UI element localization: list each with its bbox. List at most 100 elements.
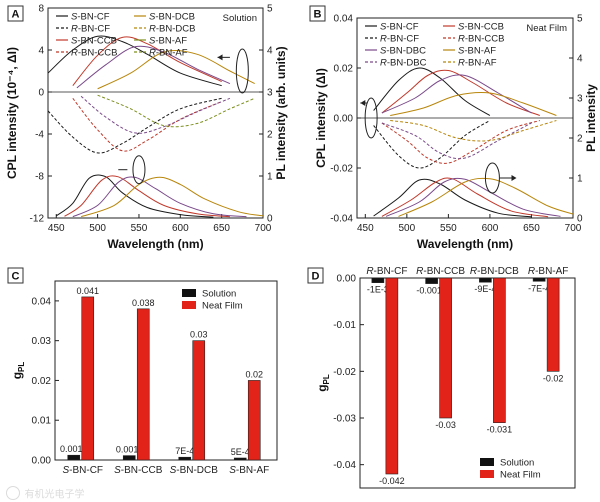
legend-label-2: R-BN-CF [71,24,110,35]
cpl-curve-r-bn-cf [47,97,222,154]
data-label: 0.041 [76,286,99,296]
y-axis-label: CPL intensity (ΔI) [314,68,328,168]
y-tick-label: 0.00 [337,274,357,285]
cpl-curve-s-bn-dbc [381,74,532,114]
legend-swatch-1 [480,470,494,478]
annotation-label: Neat Film [526,23,567,34]
x-axis-label: Wavelength (nm) [107,237,203,251]
y-tick-label: 0.00 [334,114,354,125]
bar-solution [532,277,546,282]
legend-label-0: Solution [202,289,236,300]
cpl-curve-r-bn-cf [373,120,491,169]
plot-frame [54,280,278,461]
data-label: 5E-4 [231,447,250,457]
panel-label-letter: B [314,9,322,21]
curve-group-marker [235,48,249,94]
category-label: S-BN-DCB [170,465,219,476]
category-label: R-BN-CF [366,266,407,277]
panel-label-a: A [7,5,24,22]
bar-solution [371,277,385,283]
bar-neat-film [546,277,560,372]
x-tick-label: 600 [172,223,189,234]
panel-c: 0.00 0.01 0.02 0.03 0.04 0.0012 0.041 S-BN-CF 0.… [10,280,278,476]
panel-a: 450 500 550 600 650 700 -12 -8 -4 0 4 8 0 1 2 3 4 5 Soluti… [5,4,288,252]
y-tick-label: 0.00 [32,456,52,467]
bar-neat-film [247,380,261,461]
cpl-curve-s-bn-af [390,92,557,116]
x-tick-label: 550 [440,223,457,234]
y2-tick-label: 3 [577,94,583,105]
x-tick-label: 450 [48,223,65,234]
y-tick-label: -0.04 [333,460,356,471]
legend-label-6: R-BN-CCB [71,48,117,59]
panel-label-b: B [309,5,326,22]
data-label: 0.038 [132,298,155,308]
data-label: -9E-4 [474,284,496,294]
bar-neat-film [81,296,95,461]
axis-pointer-arrowhead [217,54,223,61]
y2-tick-label: 3 [267,88,273,99]
legend-swatch-1 [182,301,196,309]
watermark: 有机光电子学 [6,484,96,500]
axis-pointer-arrowhead [360,100,366,106]
panel-label-c: C [7,267,24,284]
cpl-curve-s-bn-ccb [72,36,222,87]
y-axis-label: gPL [10,362,26,380]
legend-swatch-0 [480,458,494,466]
category-label: R-BN-CCB [416,266,465,277]
legend-label-3: R-BN-DCB [149,24,195,35]
legend-label-6: R-BN-DBC [380,58,427,69]
legend-label-5: S-BN-AF [149,36,187,47]
y-tick-label: -4 [35,130,44,141]
y-tick-label: 0.04 [334,14,354,25]
y2-tick-label: 1 [577,174,583,185]
y-tick-label: -0.01 [333,320,356,331]
pl-curve [385,177,561,217]
x-tick-label: 500 [399,223,416,234]
watermark-icon [6,485,20,500]
legend-swatch-0 [182,289,196,297]
legend-label-0: S-BN-CF [71,12,110,23]
cpl-curve-r-bn-dcb [80,95,231,134]
cpl-curve-r-bn-af [390,120,557,142]
legend-label-2: R-BN-CF [380,34,419,45]
cpl-curve-r-bn-ccb [381,120,540,164]
bar-solution [178,456,192,461]
legend-label-3: R-BN-CCB [458,34,504,45]
x-tick-label: 600 [482,223,499,234]
pl-curve [64,175,230,218]
y2-axis-label: PL intensity (arb. units) [274,46,288,179]
axis-pointer-arrowhead [511,175,517,181]
legend-label-4: S-BN-CCB [71,36,117,47]
data-label: 0.0012 [60,444,88,454]
y2-tick-label: 2 [267,130,273,141]
x-tick-label: 500 [89,223,106,234]
legend-label-1: Neat Film [500,470,541,481]
category-label: R-BN-AF [528,266,569,277]
y-tick-label: -0.02 [330,164,353,175]
category-label: S-BN-AF [229,465,269,476]
bar-neat-film [439,277,452,419]
cpl-curve-r-bn-ccb [72,97,222,152]
panel-label-d: D [307,267,324,284]
x-tick-label: 650 [213,223,230,234]
y2-tick-label: 0 [577,214,583,225]
legend-label-7: R-BN-AF [149,48,188,59]
bar-solution [479,277,492,283]
category-label: R-BN-DCB [470,266,519,277]
cpl-curve-r-bn-dbc [381,122,532,160]
curve-group-marker [132,155,146,185]
y-tick-label: 0.03 [32,336,52,347]
panel-label-letter: C [12,271,20,283]
cpl-curve-s-bn-ccb [381,69,540,116]
y2-tick-label: 4 [577,54,583,65]
legend: S-BN-CF S-BN-CCB R-BN-CF R-BN-CCB S-BN-DBC S-… [365,22,504,69]
curve-group-marker [484,162,500,194]
y2-axis-label: PL intensity [584,84,598,152]
y2-tick-label: 5 [267,4,273,15]
legend-label-1: S-BN-DCB [149,12,195,23]
legend-label-4: S-BN-DBC [380,46,426,57]
legend-label-7: R-BN-AF [458,58,497,69]
